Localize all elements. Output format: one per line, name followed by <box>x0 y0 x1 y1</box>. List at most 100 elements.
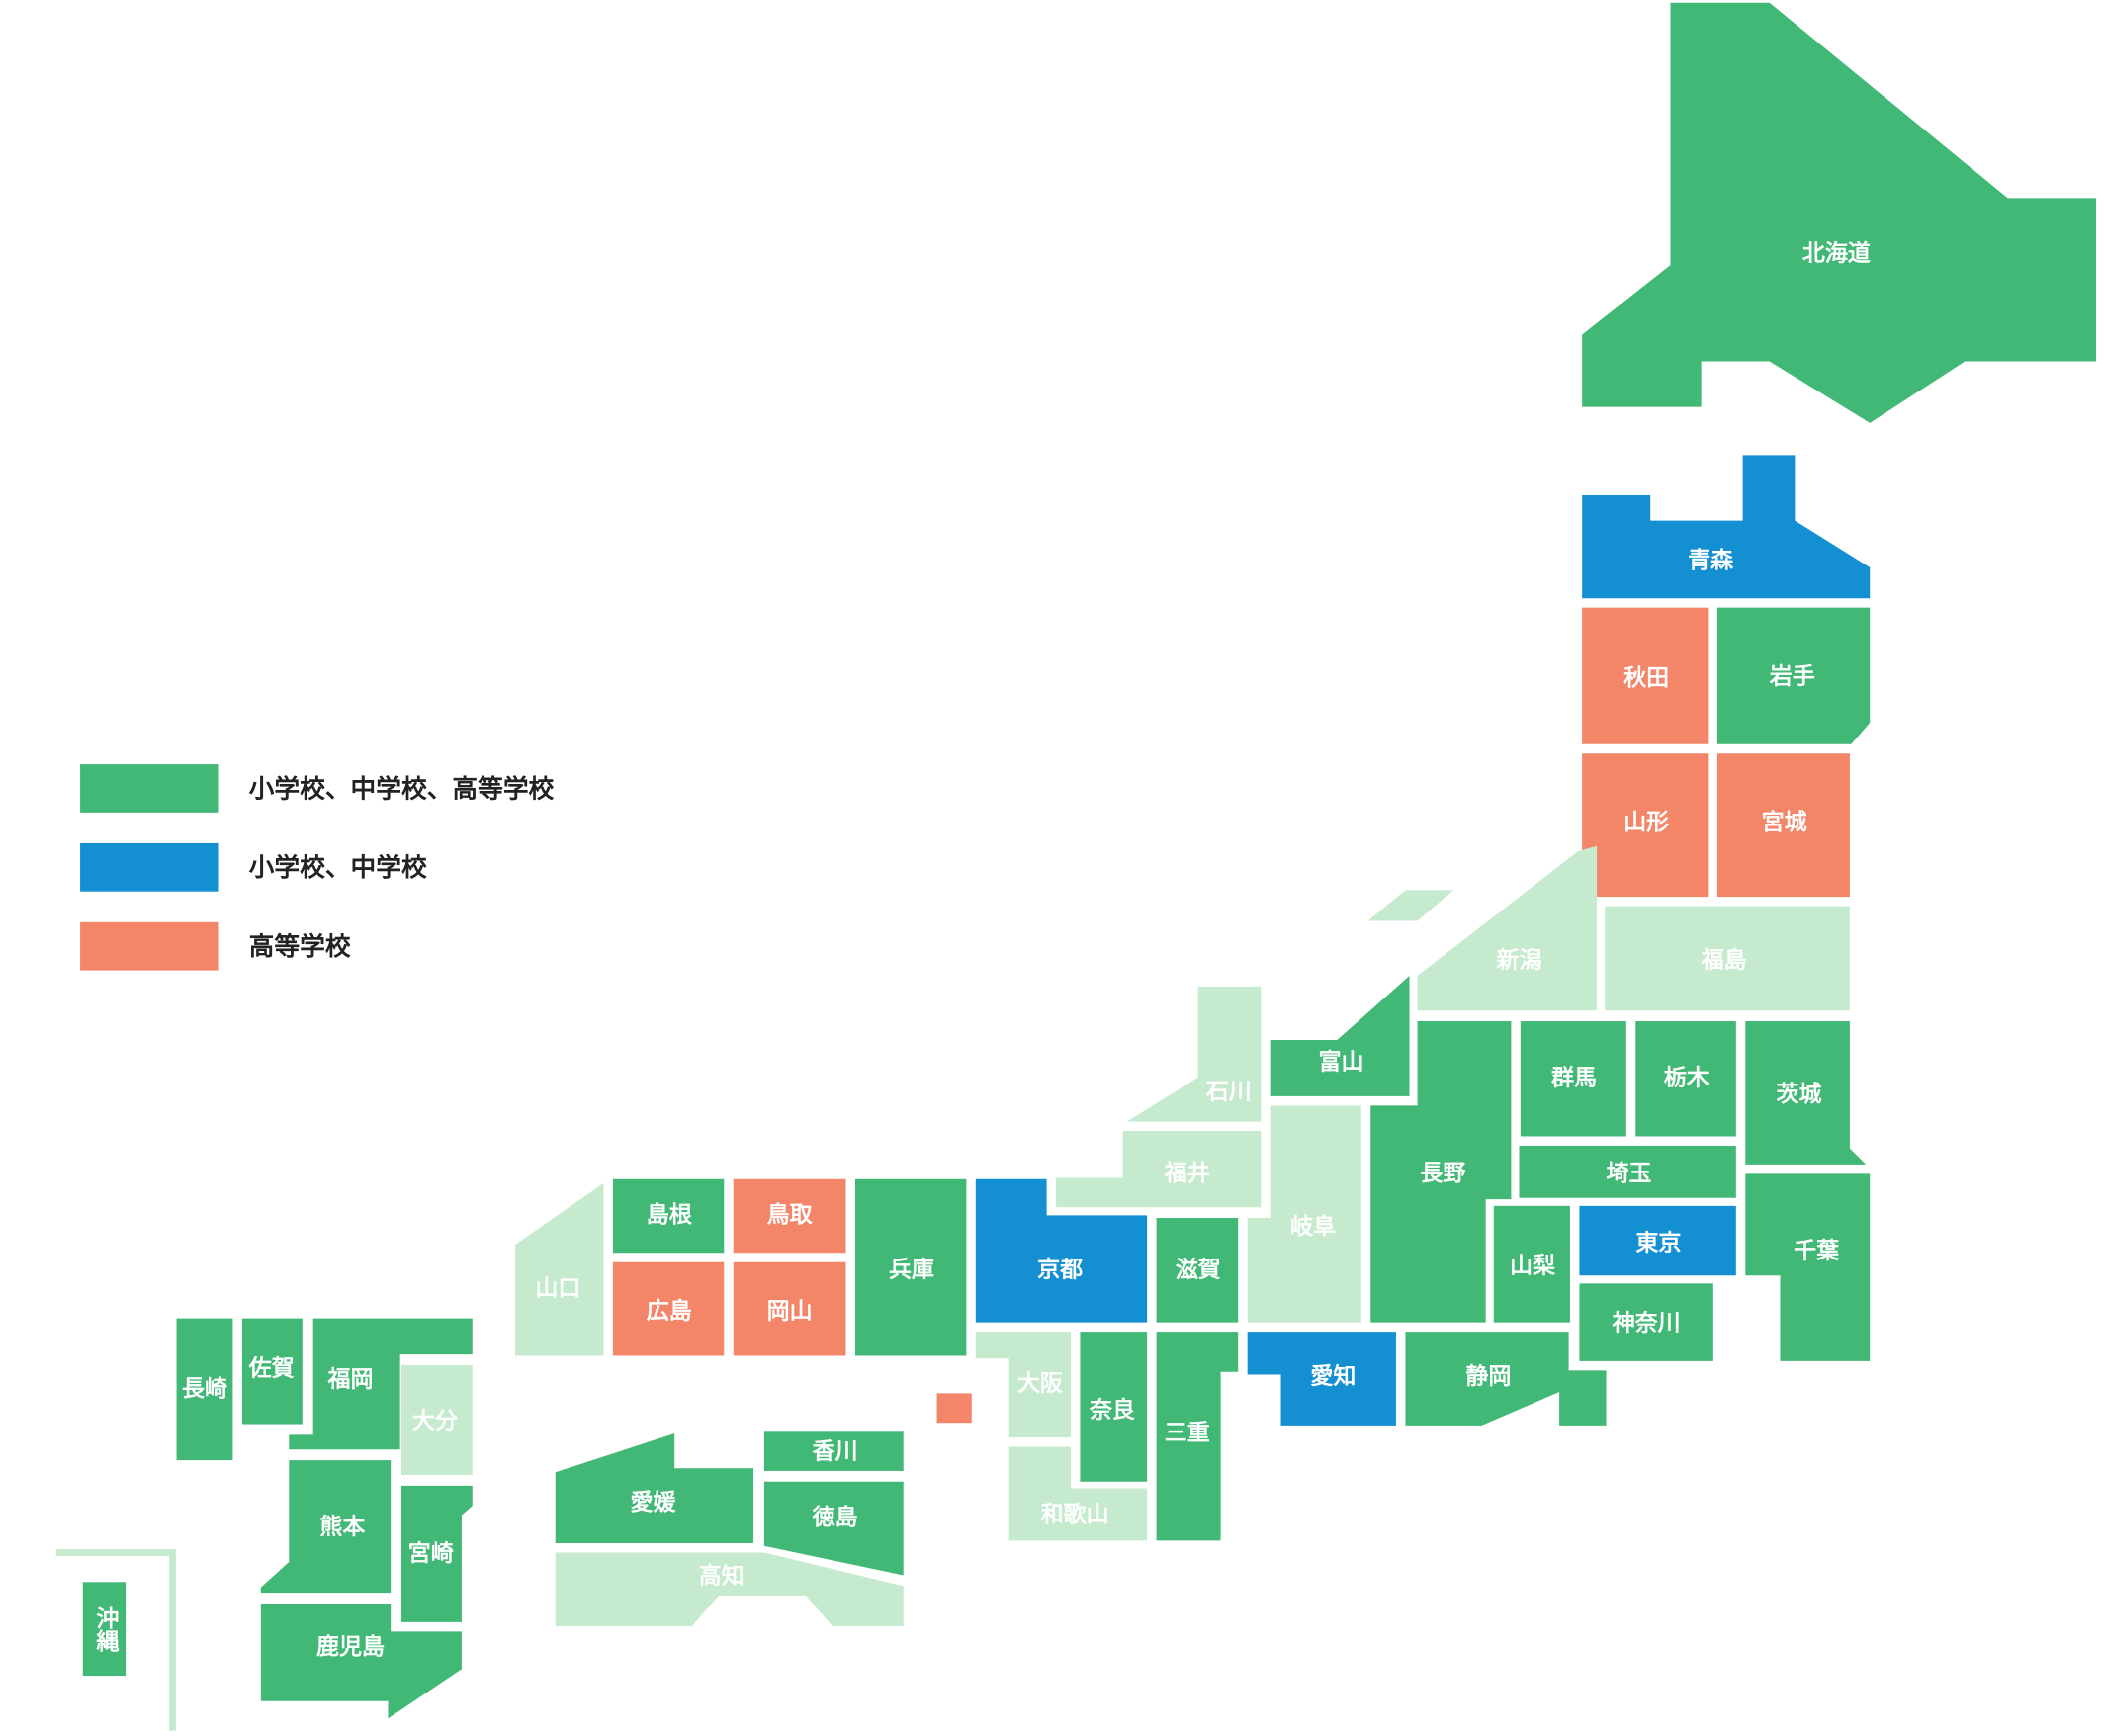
legend-swatch <box>80 764 219 813</box>
prefecture-label: 香川 <box>813 1438 858 1464</box>
prefecture-label: 宮崎 <box>408 1540 454 1566</box>
prefecture-shape <box>1080 1332 1148 1482</box>
prefecture-shape <box>515 1182 604 1356</box>
legend-label: 小学校、中学校 <box>249 852 427 883</box>
prefecture-shape <box>176 1318 233 1461</box>
prefecture-label: 青森 <box>1688 547 1734 573</box>
prefecture-shape <box>1417 845 1598 1011</box>
prefecture-shape <box>401 1485 473 1622</box>
prefecture-label: 栃木 <box>1664 1066 1710 1091</box>
prefecture-shape <box>1156 1218 1239 1323</box>
prefecture-label: 神奈川 <box>1612 1310 1681 1337</box>
prefecture-shape <box>1582 2 2097 423</box>
prefecture-label: 福岡 <box>327 1366 374 1392</box>
prefecture-label: 滋賀 <box>1176 1256 1221 1282</box>
prefecture-label: 福島 <box>1701 947 1747 974</box>
legend-swatch <box>80 842 219 892</box>
prefecture-shape <box>975 1332 1071 1438</box>
prefecture-shape <box>763 1431 904 1471</box>
prefecture-label: 群馬 <box>1550 1065 1597 1091</box>
prefecture-label: 高知 <box>699 1562 745 1589</box>
prefecture-label: 鹿児島 <box>316 1633 385 1660</box>
prefecture-label: 北海道 <box>1802 240 1871 267</box>
prefecture-label: 岐阜 <box>1290 1213 1336 1240</box>
prefecture-label: 岡山 <box>767 1298 813 1324</box>
prefecture-label: 東京 <box>1635 1230 1681 1256</box>
prefecture-shape <box>260 1460 392 1594</box>
prefecture-shape <box>1582 607 1709 744</box>
prefecture-label: 大分 <box>412 1408 459 1433</box>
legend-swatch <box>80 921 219 971</box>
prefecture-shape <box>1582 753 1709 898</box>
prefecture-shape <box>1405 1332 1607 1426</box>
prefecture-shape <box>1745 1173 1871 1361</box>
prefecture-shape <box>1370 1021 1512 1323</box>
prefecture-label: 愛媛 <box>631 1489 677 1516</box>
prefecture-label: 石川 <box>1205 1079 1252 1104</box>
sado-island <box>1367 890 1454 921</box>
prefecture-label: 茨城 <box>1776 1081 1821 1107</box>
prefecture-shape <box>1270 975 1410 1096</box>
prefecture-shape <box>1056 1131 1262 1208</box>
prefecture-shape <box>555 1552 904 1626</box>
prefecture-label: 岩手 <box>1769 664 1815 690</box>
legend-label: 小学校、中学校、高等学校 <box>249 773 555 804</box>
prefecture-label: 静岡 <box>1465 1363 1511 1390</box>
prefecture-shape <box>1716 607 1871 744</box>
prefecture-label: 奈良 <box>1089 1397 1135 1424</box>
prefecture-label: 大阪 <box>1017 1370 1064 1396</box>
prefecture-shape <box>612 1178 725 1254</box>
prefecture-label: 熊本 <box>319 1513 366 1539</box>
prefecture-label: 三重 <box>1165 1421 1210 1446</box>
prefecture-label: 長崎 <box>182 1376 227 1402</box>
prefecture-shape <box>241 1318 303 1425</box>
okinawa-frame <box>55 1549 176 1731</box>
prefecture-label: 宮城 <box>1762 809 1807 835</box>
prefecture-label: 佐賀 <box>248 1356 295 1382</box>
legend: 小学校、中学校、高等学校 小学校、中学校 高等学校 <box>80 764 555 971</box>
prefecture-shape <box>1008 1446 1148 1541</box>
prefecture-shape <box>733 1178 846 1254</box>
prefecture-label: 広島 <box>647 1297 692 1324</box>
prefecture-label: 山口 <box>535 1275 580 1301</box>
prefecture-shape <box>1247 1105 1361 1323</box>
prefecture-shape <box>1247 1332 1396 1426</box>
prefecture-label: 富山 <box>1318 1049 1363 1075</box>
prefecture-label: 福井 <box>1164 1161 1210 1186</box>
prefecture-label: 愛知 <box>1310 1363 1356 1390</box>
prefecture-shape <box>1126 986 1262 1122</box>
prefecture-shape <box>763 1481 904 1576</box>
prefecture-label: 沖縄 <box>92 1606 120 1652</box>
legend-label: 高等学校 <box>249 931 351 962</box>
prefecture-label: 徳島 <box>812 1504 858 1530</box>
prefecture-shape <box>1605 906 1850 1011</box>
prefecture-shape <box>1579 1283 1713 1361</box>
prefecture-shape <box>555 1433 754 1544</box>
prefecture-shape <box>612 1261 725 1356</box>
prefecture-shape <box>854 1178 967 1356</box>
prefecture-shape <box>1493 1205 1570 1323</box>
prefecture-shape <box>1519 1145 1736 1198</box>
prefecture-shape <box>1635 1021 1736 1137</box>
prefecture-label: 埼玉 <box>1607 1161 1652 1186</box>
prefecture-shape <box>1582 455 1871 599</box>
prefecture-shape <box>289 1318 473 1450</box>
prefecture-shape <box>401 1364 473 1475</box>
prefecture-label: 京都 <box>1037 1257 1083 1282</box>
prefecture-label: 秋田 <box>1623 665 1669 691</box>
prefecture-shape <box>1579 1205 1736 1276</box>
prefecture-shape <box>733 1261 846 1356</box>
prefecture-label: 長野 <box>1420 1161 1465 1186</box>
prefecture-label: 新潟 <box>1496 947 1542 974</box>
prefecture-label: 山形 <box>1623 810 1669 835</box>
prefecture-shape <box>1716 753 1850 898</box>
prefecture-shape <box>975 1178 1148 1323</box>
prefecture-shape <box>260 1603 462 1719</box>
prefecture-label: 千葉 <box>1794 1238 1840 1263</box>
prefecture-label: 兵庫 <box>889 1257 934 1282</box>
awaji-island <box>936 1393 972 1424</box>
prefecture-label: 島根 <box>647 1201 693 1228</box>
